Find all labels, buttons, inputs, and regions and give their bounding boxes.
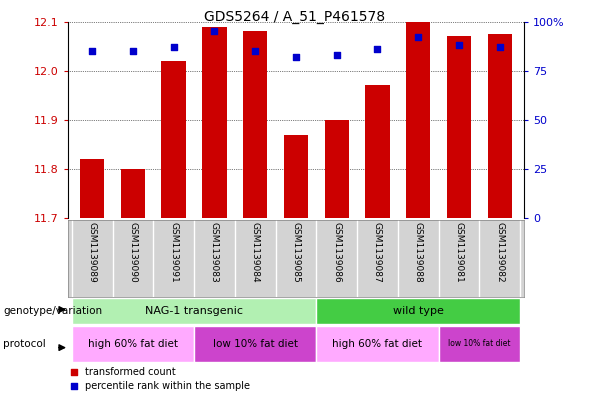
Point <box>88 48 97 54</box>
Bar <box>325 120 349 218</box>
Text: GSM1139084: GSM1139084 <box>251 222 260 283</box>
Bar <box>439 326 520 362</box>
Text: GSM1139082: GSM1139082 <box>495 222 504 283</box>
Text: GSM1139090: GSM1139090 <box>128 222 137 283</box>
Point <box>281 182 290 189</box>
Text: GSM1139091: GSM1139091 <box>169 222 178 283</box>
Bar <box>447 37 471 218</box>
Text: transformed count: transformed count <box>85 367 176 377</box>
Bar <box>243 31 267 218</box>
Bar <box>72 298 316 324</box>
Bar <box>488 34 512 218</box>
Text: GSM1139081: GSM1139081 <box>455 222 464 283</box>
Point <box>413 34 423 40</box>
Bar <box>161 61 186 218</box>
Text: genotype/variation: genotype/variation <box>3 306 102 316</box>
Text: GSM1139083: GSM1139083 <box>210 222 219 283</box>
Text: GSM1139086: GSM1139086 <box>332 222 341 283</box>
Text: high 60% fat diet: high 60% fat diet <box>88 339 178 349</box>
Bar <box>365 86 390 218</box>
Text: low 10% fat diet: low 10% fat diet <box>448 340 511 348</box>
Point <box>250 48 260 54</box>
Text: GSM1139089: GSM1139089 <box>88 222 97 283</box>
Point <box>281 308 290 314</box>
Point <box>332 52 342 58</box>
Bar <box>406 22 431 218</box>
Point <box>454 42 464 48</box>
Text: GDS5264 / A_51_P461578: GDS5264 / A_51_P461578 <box>204 10 385 24</box>
Bar <box>316 326 439 362</box>
Point <box>169 44 178 50</box>
Bar <box>121 169 145 218</box>
Point <box>292 54 301 60</box>
Text: protocol: protocol <box>3 339 46 349</box>
Bar <box>80 159 104 218</box>
Text: GSM1139088: GSM1139088 <box>413 222 423 283</box>
Bar <box>202 27 227 218</box>
Text: percentile rank within the sample: percentile rank within the sample <box>85 381 250 391</box>
Text: wild type: wild type <box>393 306 444 316</box>
Point <box>128 48 138 54</box>
Bar <box>316 298 520 324</box>
Text: GSM1139087: GSM1139087 <box>373 222 382 283</box>
Text: low 10% fat diet: low 10% fat diet <box>213 339 297 349</box>
Point <box>373 46 382 52</box>
Point <box>495 44 504 50</box>
Text: NAG-1 transgenic: NAG-1 transgenic <box>145 306 243 316</box>
Bar <box>284 135 308 218</box>
Point <box>210 28 219 35</box>
Bar <box>72 326 194 362</box>
Bar <box>194 326 316 362</box>
Text: high 60% fat diet: high 60% fat diet <box>332 339 422 349</box>
Text: GSM1139085: GSM1139085 <box>292 222 300 283</box>
